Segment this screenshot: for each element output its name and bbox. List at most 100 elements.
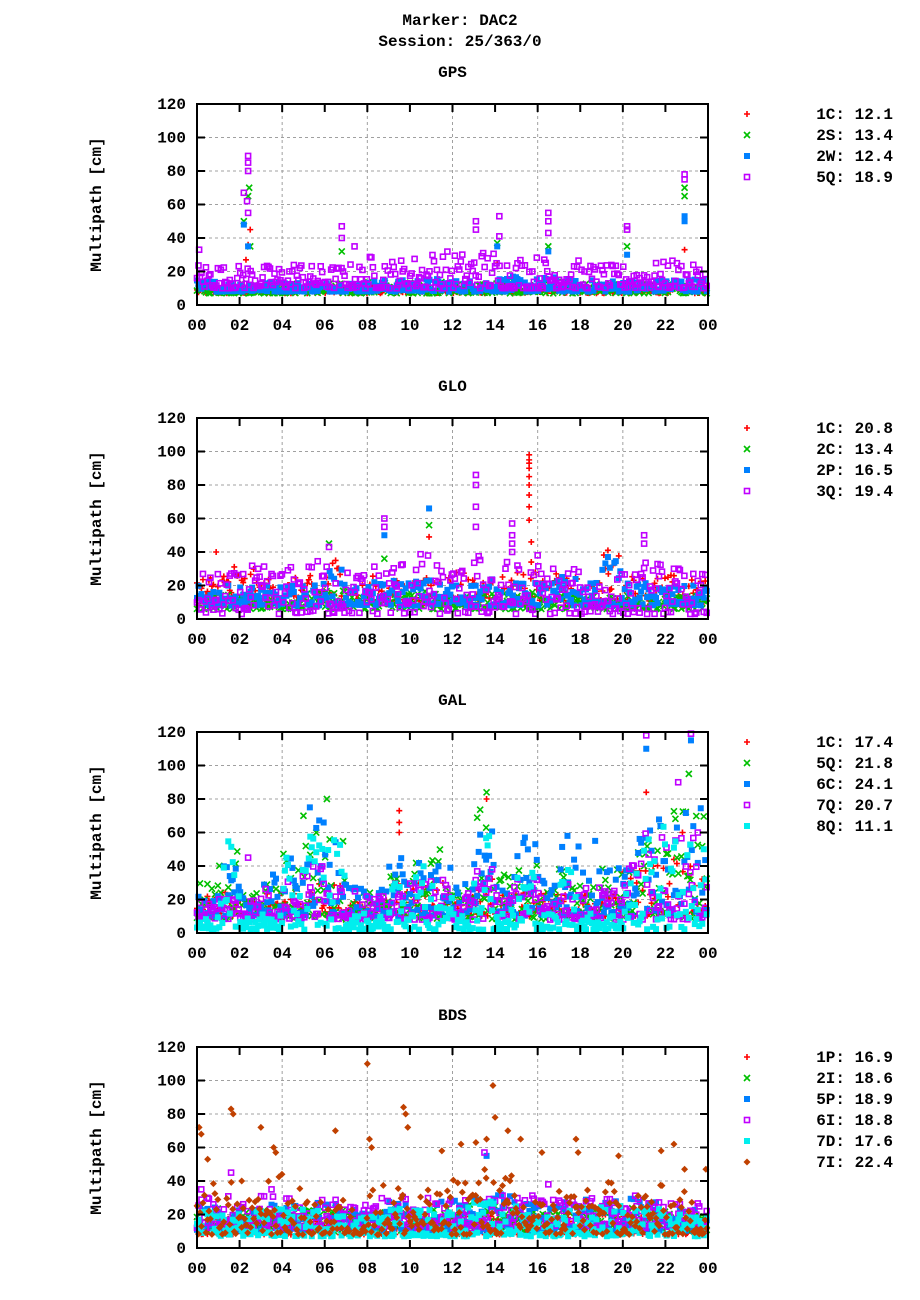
data-point: [451, 252, 459, 260]
data-point: [394, 281, 402, 289]
chart-title: GAL: [438, 692, 467, 710]
data-point: [533, 856, 540, 863]
data-point: [615, 271, 623, 279]
legend-marker-3Q: [743, 487, 751, 495]
data-point: [386, 909, 393, 916]
data-point: [405, 284, 412, 292]
data-point: [284, 861, 291, 868]
data-point: [499, 574, 506, 581]
data-point: [460, 903, 468, 911]
x-tick-label: 00: [698, 945, 717, 963]
data-point: [687, 841, 694, 848]
data-point: [529, 268, 536, 275]
data-point: [332, 893, 339, 900]
data-point-spike: [564, 832, 571, 839]
data-point: [298, 921, 305, 928]
data-point: [466, 278, 473, 285]
data-point: [354, 913, 361, 920]
data-point: [293, 885, 300, 892]
data-point: [661, 575, 668, 582]
data-point: [469, 591, 477, 598]
data-point: [341, 872, 348, 879]
data-point: [572, 610, 579, 617]
data-point: [473, 572, 481, 580]
y-tick-label: 80: [167, 163, 186, 181]
data-point: [224, 883, 232, 892]
data-point: [210, 588, 217, 595]
data-point: [329, 593, 336, 600]
data-point: [289, 267, 296, 275]
data-point: [505, 581, 512, 589]
data-point: [672, 277, 679, 285]
data-point: [231, 872, 238, 879]
data-point: [432, 888, 439, 896]
data-point: [438, 567, 445, 575]
data-point: [497, 581, 505, 589]
data-point: [439, 253, 447, 260]
data-point: [306, 884, 314, 891]
data-point: [504, 275, 511, 282]
data-point: [264, 925, 271, 932]
data-point: [228, 280, 235, 287]
data-point: [415, 273, 423, 281]
data-point-spike: [592, 837, 599, 844]
data-point-spike: [425, 521, 433, 529]
data-point-spike: [396, 829, 403, 836]
data-point: [524, 897, 532, 905]
y-tick-label: 0: [176, 925, 186, 943]
data-point: [471, 861, 478, 868]
data-point: [422, 904, 429, 911]
data-point: [460, 282, 468, 290]
data-point: [430, 257, 438, 265]
data-point: [338, 566, 345, 573]
data-point: [660, 258, 667, 266]
data-point: [432, 926, 439, 933]
data-point: [588, 892, 595, 899]
data-point: [533, 861, 541, 869]
y-axis-label: Multipath [cm]: [88, 451, 106, 585]
data-point-spike: [338, 247, 346, 255]
data-point: [681, 284, 688, 291]
data-point: [605, 570, 612, 577]
data-point: [387, 609, 395, 617]
data-point: [335, 915, 342, 923]
data-point: [302, 842, 310, 850]
data-point: [385, 284, 393, 292]
data-point: [527, 883, 534, 890]
data-point-spike: [508, 531, 516, 539]
data-point-spike: [472, 226, 480, 233]
data-point: [257, 895, 265, 903]
data-point: [621, 873, 628, 880]
data-point: [459, 913, 466, 920]
data-point: [511, 884, 518, 891]
data-point: [642, 559, 649, 567]
data-point: [478, 596, 485, 603]
data-point: [301, 926, 308, 933]
data-point: [624, 580, 631, 587]
data-point: [412, 566, 420, 574]
data-point-spike: [242, 256, 249, 263]
data-point: [311, 582, 318, 589]
x-tick-label: 06: [315, 317, 334, 335]
data-point: [698, 277, 706, 285]
data-point: [631, 571, 639, 578]
data-point: [556, 926, 563, 933]
legend-marker-2S: [743, 131, 751, 139]
x-tick-label: 18: [571, 631, 590, 649]
data-point: [318, 268, 326, 276]
data-point: [582, 926, 589, 933]
data-point-spike: [545, 209, 552, 217]
legend-entry: 5Q: 21.8: [816, 755, 893, 773]
legend-entry: 3Q: 19.4: [816, 483, 893, 501]
data-point: [670, 807, 678, 815]
data-point: [220, 264, 228, 271]
data-point: [612, 558, 619, 565]
data-point: [599, 566, 606, 573]
data-point: [639, 910, 646, 917]
x-tick-label: 04: [273, 317, 293, 335]
data-point: [229, 859, 236, 866]
data-point-spike: [496, 233, 503, 240]
data-point: [655, 902, 663, 910]
data-point: [242, 275, 250, 283]
